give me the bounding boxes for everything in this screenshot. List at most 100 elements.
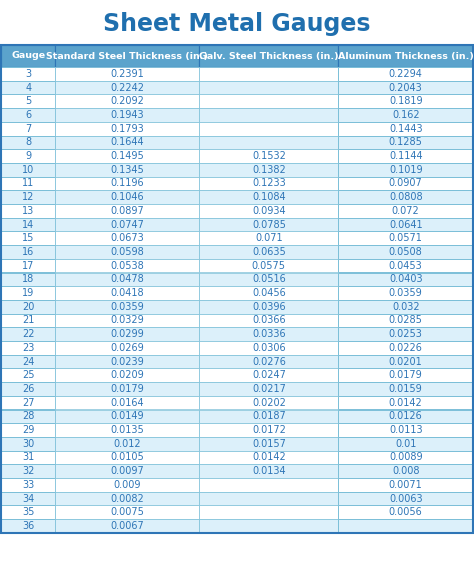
Bar [338, 149, 473, 163]
Text: 0.0897: 0.0897 [110, 206, 144, 216]
Bar [199, 45, 338, 67]
Text: 32: 32 [22, 466, 34, 476]
Bar [1, 45, 473, 533]
Bar [1, 231, 55, 245]
Text: 0.0142: 0.0142 [389, 397, 423, 408]
Text: 0.0134: 0.0134 [252, 466, 286, 476]
Text: 30: 30 [22, 439, 34, 448]
Bar [55, 314, 199, 327]
Bar [199, 341, 338, 355]
Bar [338, 355, 473, 369]
Bar [199, 286, 338, 300]
Bar [55, 67, 199, 81]
Text: 27: 27 [22, 397, 35, 408]
Text: 0.0082: 0.0082 [110, 493, 144, 503]
Bar [338, 314, 473, 327]
Text: 5: 5 [25, 96, 31, 106]
Text: 0.2043: 0.2043 [389, 83, 423, 92]
Bar [338, 464, 473, 478]
Text: Gauge: Gauge [11, 52, 45, 61]
Bar [199, 327, 338, 341]
Text: 0.0598: 0.0598 [110, 247, 144, 257]
Bar [338, 45, 473, 67]
Text: 0.1084: 0.1084 [252, 192, 286, 202]
Text: 34: 34 [22, 493, 34, 503]
Bar [338, 81, 473, 94]
Bar [1, 94, 55, 108]
Bar [55, 327, 199, 341]
Bar [1, 149, 55, 163]
Bar [55, 94, 199, 108]
Bar [338, 369, 473, 382]
Text: 0.0571: 0.0571 [389, 233, 423, 243]
Bar [55, 176, 199, 191]
Bar [1, 327, 55, 341]
Bar [338, 437, 473, 451]
Bar [55, 163, 199, 176]
Bar [55, 259, 199, 273]
Text: 15: 15 [22, 233, 34, 243]
Text: 23: 23 [22, 343, 34, 353]
Bar [55, 122, 199, 136]
Text: Aluminum Thickness (in.): Aluminum Thickness (in.) [338, 52, 474, 61]
Text: 0.1495: 0.1495 [110, 151, 144, 161]
Text: 0.012: 0.012 [113, 439, 141, 448]
Bar [338, 273, 473, 286]
Bar [55, 81, 199, 94]
Bar [55, 245, 199, 259]
Text: 7: 7 [25, 124, 31, 134]
Text: 14: 14 [22, 219, 34, 230]
Text: 0.0071: 0.0071 [389, 480, 423, 490]
Text: 36: 36 [22, 521, 34, 531]
Text: Sheet Metal Gauges: Sheet Metal Gauges [103, 12, 371, 36]
Text: 13: 13 [22, 206, 34, 216]
Bar [199, 409, 338, 423]
Text: 8: 8 [25, 137, 31, 147]
Bar [55, 409, 199, 423]
Text: 0.0247: 0.0247 [252, 370, 286, 380]
Bar [199, 163, 338, 176]
Text: 0.0142: 0.0142 [252, 452, 286, 463]
Bar [55, 355, 199, 369]
Text: 0.0456: 0.0456 [252, 288, 286, 298]
Bar [338, 176, 473, 191]
Text: 0.0063: 0.0063 [389, 493, 422, 503]
Text: 0.0226: 0.0226 [389, 343, 423, 353]
Bar [55, 423, 199, 437]
Text: 0.1144: 0.1144 [389, 151, 422, 161]
Bar [199, 94, 338, 108]
Text: 0.0113: 0.0113 [389, 425, 422, 435]
Bar [338, 382, 473, 396]
Bar [55, 273, 199, 286]
Bar [1, 341, 55, 355]
Text: 0.0299: 0.0299 [110, 329, 144, 339]
Bar [199, 176, 338, 191]
Text: 0.0159: 0.0159 [389, 384, 423, 394]
Bar [199, 464, 338, 478]
Bar [199, 149, 338, 163]
Bar [338, 231, 473, 245]
Bar [55, 45, 199, 67]
Bar [55, 505, 199, 519]
Bar [1, 81, 55, 94]
Text: 0.0209: 0.0209 [110, 370, 144, 380]
Bar [199, 492, 338, 505]
Text: 0.0135: 0.0135 [110, 425, 144, 435]
Text: 0.0164: 0.0164 [110, 397, 144, 408]
Bar [199, 382, 338, 396]
Text: 0.0747: 0.0747 [110, 219, 144, 230]
Bar [55, 492, 199, 505]
Text: 0.0329: 0.0329 [110, 315, 144, 325]
Text: 12: 12 [22, 192, 34, 202]
Text: 0.0418: 0.0418 [110, 288, 144, 298]
Text: 26: 26 [22, 384, 34, 394]
Text: 22: 22 [22, 329, 35, 339]
Bar [199, 300, 338, 314]
Bar [1, 204, 55, 218]
Bar [1, 396, 55, 409]
Text: 0.0478: 0.0478 [110, 274, 144, 284]
Text: 0.0105: 0.0105 [110, 452, 144, 463]
Text: 0.0673: 0.0673 [110, 233, 144, 243]
Text: 0.1233: 0.1233 [252, 179, 286, 188]
Text: 0.0067: 0.0067 [110, 521, 144, 531]
